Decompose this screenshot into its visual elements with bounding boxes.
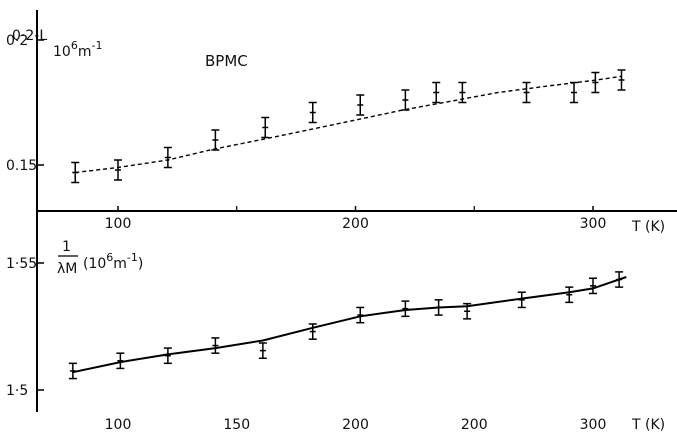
x-tick-label: 300 [580,417,607,433]
y-tick-label: 0.15 [6,158,37,174]
bottom-unit-tail: m [113,256,127,272]
bottom-unit-tail-exp: -1 [127,251,138,264]
top-xlabel: T (K) [631,219,665,235]
bottom-ylabel-den: λM [57,261,77,277]
top-unit-tail: m [78,44,92,60]
bottom-unit-base: (10 [83,256,106,272]
bottom-unit-exp: 6 [106,251,113,264]
x-tick-label: 100 [105,216,132,232]
bottom-ylabel-unit: (106m-1) [83,251,143,272]
top-panel-axes [36,10,677,212]
dashed-fit-line [75,75,622,174]
y-tick-label: 0·2 [6,33,28,49]
plot-layer: 0·2 0.15 100 200 300 1·55 1·5 100 150 200 200 300 [6,33,627,433]
y-tick-label: 1·5 [6,383,28,399]
top-ylabel-unit: 106m-1 [53,39,102,60]
bottom-xlabel: T (K) [631,417,665,433]
chart-title: BPMC [205,52,248,70]
top-unit-tail-exp: -1 [91,39,102,52]
top-unit-exp: 6 [71,39,78,52]
x-tick-label: 300 [580,216,607,232]
solid-fit-line [72,276,627,374]
top-unit-base: 10 [53,44,71,60]
bottom-unit-close: ) [138,256,143,272]
x-tick-label: 150 [223,417,250,433]
x-tick-label: 100 [105,417,132,433]
x-tick-label: 200 [342,216,369,232]
bottom-ylabel-num: 1 [62,239,71,255]
y-tick-label: 1·55 [6,256,37,272]
x-tick-label: 200 [461,417,488,433]
x-tick-label: 200 [342,417,369,433]
